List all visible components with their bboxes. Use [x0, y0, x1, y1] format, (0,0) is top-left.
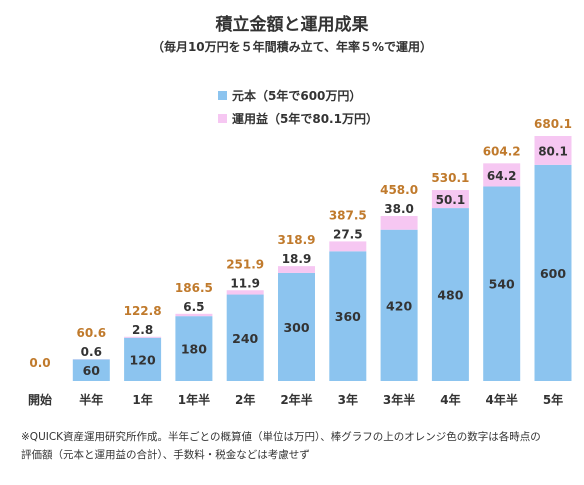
x-tick-label: 半年 — [79, 392, 103, 407]
bar-total-value: 604.2 — [483, 144, 521, 158]
legend-label-principal: 元本（5年で600万円） — [232, 88, 362, 103]
bar-principal-value: 300 — [283, 320, 309, 335]
bar-gain — [329, 241, 367, 252]
bar-gain — [226, 290, 264, 295]
bar-gain — [483, 163, 521, 187]
bar-principal-value: 480 — [437, 288, 463, 303]
bar-total-value: 251.9 — [226, 257, 264, 271]
bar-principal — [124, 337, 162, 381]
bar-gain — [175, 313, 213, 317]
x-tick-label: 1年 — [132, 392, 152, 407]
footnote-line-1: ※QUICK資産運用研究所作成。半年ごとの概算値（単位は万円）、棒グラフの上のオ… — [21, 431, 541, 443]
chart-subtitle: （毎月10万円を５年間積み立て、年率５%で運用） — [151, 40, 433, 54]
bar-principal-value: 600 — [540, 266, 566, 281]
bar-gain-value: 2.8 — [132, 323, 153, 337]
legend-label-gain: 運用益（5年で80.1万円） — [232, 111, 378, 126]
x-tick-label: 3年半 — [383, 392, 415, 407]
bar-principal — [431, 208, 469, 381]
x-tick-label: 3年 — [338, 392, 358, 407]
x-tick-label: 1年半 — [178, 392, 210, 407]
stacked-bar-chart: 0.0 開始 60 0.6 60.6 半年 120 2.8 122.8 1年 180 6.5 186.5… — [28, 117, 572, 407]
bar-principal — [534, 164, 572, 381]
bar-gain — [278, 266, 315, 273]
legend-swatch-gain — [218, 113, 227, 123]
bar-gain-value: 50.1 — [436, 193, 466, 207]
bar-total-value: 0.0 — [29, 356, 50, 370]
x-tick-label: 4年 — [440, 392, 460, 407]
bar-gain-value: 64.2 — [487, 169, 517, 183]
bar-gain-value: 38.0 — [384, 202, 414, 216]
bar-principal-value: 180 — [181, 342, 207, 357]
bar-gain — [431, 190, 469, 209]
bar-total-value: 60.6 — [76, 326, 106, 340]
x-tick-label: 5年 — [543, 392, 563, 407]
bar-gain-value: 18.9 — [282, 252, 312, 266]
bar-gain-value: 0.6 — [81, 345, 102, 359]
bar-principal — [175, 316, 213, 381]
bar-principal — [226, 294, 264, 381]
x-tick-label: 開始 — [28, 392, 52, 407]
bar-total-value: 387.5 — [329, 208, 367, 222]
chart-title: 積立金額と運用成果 — [215, 15, 369, 35]
x-tick-label: 2年 — [235, 392, 255, 407]
bar-principal-value: 240 — [232, 331, 258, 346]
legend-item-gain: 運用益（5年で80.1万円） — [218, 108, 378, 128]
legend: 元本（5年で600万円） 運用益（5年で80.1万円） — [218, 85, 378, 131]
bar-gain-value: 6.5 — [183, 300, 204, 314]
bar-total-value: 122.8 — [124, 304, 162, 318]
bar-total-value: 680.1 — [534, 117, 572, 131]
bar-gain-value: 11.9 — [230, 276, 260, 290]
bar-total-value: 530.1 — [431, 171, 469, 185]
x-tick-label: 2年半 — [280, 392, 312, 407]
x-tick-label: 4年半 — [486, 392, 518, 407]
bar-principal — [329, 251, 367, 381]
bar-gain — [124, 336, 162, 338]
bar-principal — [278, 272, 315, 381]
bar-principal-value: 540 — [489, 277, 515, 292]
bar-principal-value: 120 — [130, 352, 156, 367]
footnote-line-2: 評価額（元本と運用益の合計）、手数料・税金などは考慮せず — [21, 449, 310, 461]
bar-principal — [380, 229, 418, 381]
bar-total-value: 458.0 — [380, 183, 418, 197]
bar-principal — [483, 186, 521, 381]
bar-principal-value: 60 — [83, 363, 101, 378]
bar-total-value: 318.9 — [278, 233, 316, 247]
bar-gain-value: 27.5 — [333, 227, 363, 241]
legend-item-principal: 元本（5年で600万円） — [218, 85, 378, 105]
bar-principal-value: 360 — [335, 309, 361, 324]
bar-principal — [72, 359, 110, 381]
bar-gain-value: 80.1 — [538, 144, 568, 158]
legend-swatch-principal — [218, 90, 227, 100]
bar-total-value: 186.5 — [175, 281, 213, 295]
bar-gain — [534, 136, 572, 165]
bar-principal-value: 420 — [386, 298, 412, 313]
bar-gain — [380, 216, 418, 230]
footnote: ※QUICK資産運用研究所作成。半年ごとの概算値（単位は万円）、棒グラフの上のオ… — [21, 428, 571, 464]
